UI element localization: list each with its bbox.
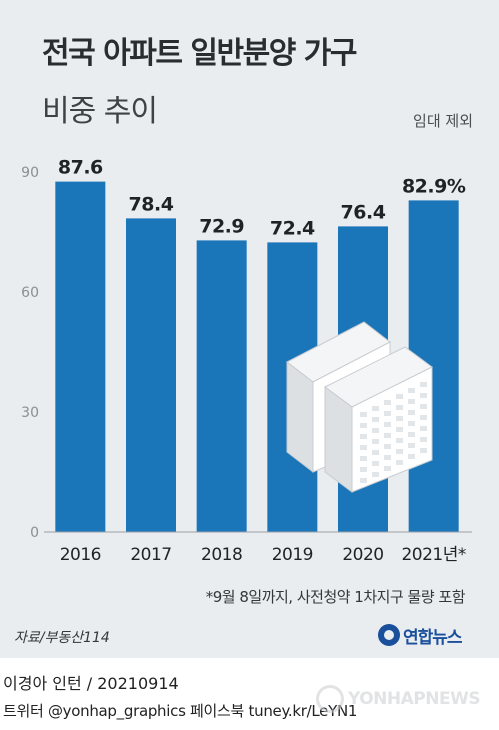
bar-2018 [196,240,247,532]
y-tick-label: 60 [21,285,39,301]
building-window [408,410,415,415]
building-window [420,437,427,442]
building-window [360,434,367,439]
x-tick-label: 2017 [130,545,171,565]
x-tick-label: 2016 [60,545,101,565]
source-label: 자료/부동산114 [14,630,110,646]
building-window [384,444,391,449]
apartment-buildings-icon [286,321,433,493]
x-tick-label: 2018 [201,545,242,565]
bar-2017 [126,218,176,532]
building-window [372,417,379,422]
watermark-text: YONHAPNEWS [348,689,481,709]
building-window [396,394,403,399]
building-window [384,455,391,460]
building-window [360,445,367,450]
building-window [408,443,415,448]
building-window [384,411,391,416]
chart-subtitle: 비중 추이 [42,94,158,129]
y-tick-label: 30 [21,405,39,421]
building-window [408,421,415,426]
building-window [396,427,403,432]
data-label: 72.9 [199,215,244,237]
building-window [408,454,415,459]
data-label: 87.6 [58,157,103,179]
chart-title: 전국 아파트 일반분양 가구 [42,36,357,71]
building-window [408,432,415,437]
building-window [372,439,379,444]
building-front-front [351,366,433,493]
building-window [372,428,379,433]
building-window [420,404,427,409]
building-window [396,405,403,410]
y-tick-label: 0 [30,525,39,541]
watermark-circle-icon [316,685,344,713]
building-window [420,382,427,387]
building-window [396,416,403,421]
yonhap-logo-icon [378,624,400,646]
building-window [384,422,391,427]
building-back-side [286,360,314,474]
building-window [396,438,403,443]
building-window [396,460,403,465]
data-label: 82.9% [402,175,466,197]
social-line: 트위터 @yonhap_graphics 페이스북 tuney.kr/LeYN1 [3,702,358,720]
building-window [360,478,367,483]
building-window [396,449,403,454]
y-tick-label: 90 [21,165,39,181]
data-label: 72.4 [270,217,315,239]
bar-2016 [55,181,106,532]
yonhap-logo: 연합뉴스 [378,622,463,648]
chart-note: 임대 제외 [413,112,473,130]
footnote: *9월 8일까지, 사전청약 1차지구 물량 포함 [205,588,466,606]
building-window [420,393,427,398]
building-window [372,450,379,455]
data-label: 78.4 [129,193,174,215]
building-window [372,406,379,411]
building-window [372,472,379,477]
x-tick-label: 2019 [272,545,313,565]
building-window [360,467,367,472]
watermark: YONHAPNEWS [316,684,481,714]
x-tick-label: 2021년* [401,545,465,565]
building-window [408,388,415,393]
building-window [360,412,367,417]
infographic-panel: 전국 아파트 일반분양 가구 비중 추이 임대 제외 0 30 60 90 87.6 20… [0,0,499,658]
bar-chart: 0 30 60 90 87.6 2016 78.4 2017 72.9 2018 72.4 2019 7… [21,157,472,565]
building-window [420,448,427,453]
data-label: 76.4 [341,201,386,223]
building-window [420,426,427,431]
credit-line: 이경아 인턴 / 20210914 [3,674,179,693]
building-window [360,456,367,461]
logo-text: 연합뉴스 [403,627,463,648]
building-window [372,461,379,466]
building-window [408,399,415,404]
x-tick-label: 2020 [342,545,383,565]
building-window [384,400,391,405]
building-window [384,466,391,471]
building-window [384,433,391,438]
building-window [420,415,427,420]
building-window [360,423,367,428]
